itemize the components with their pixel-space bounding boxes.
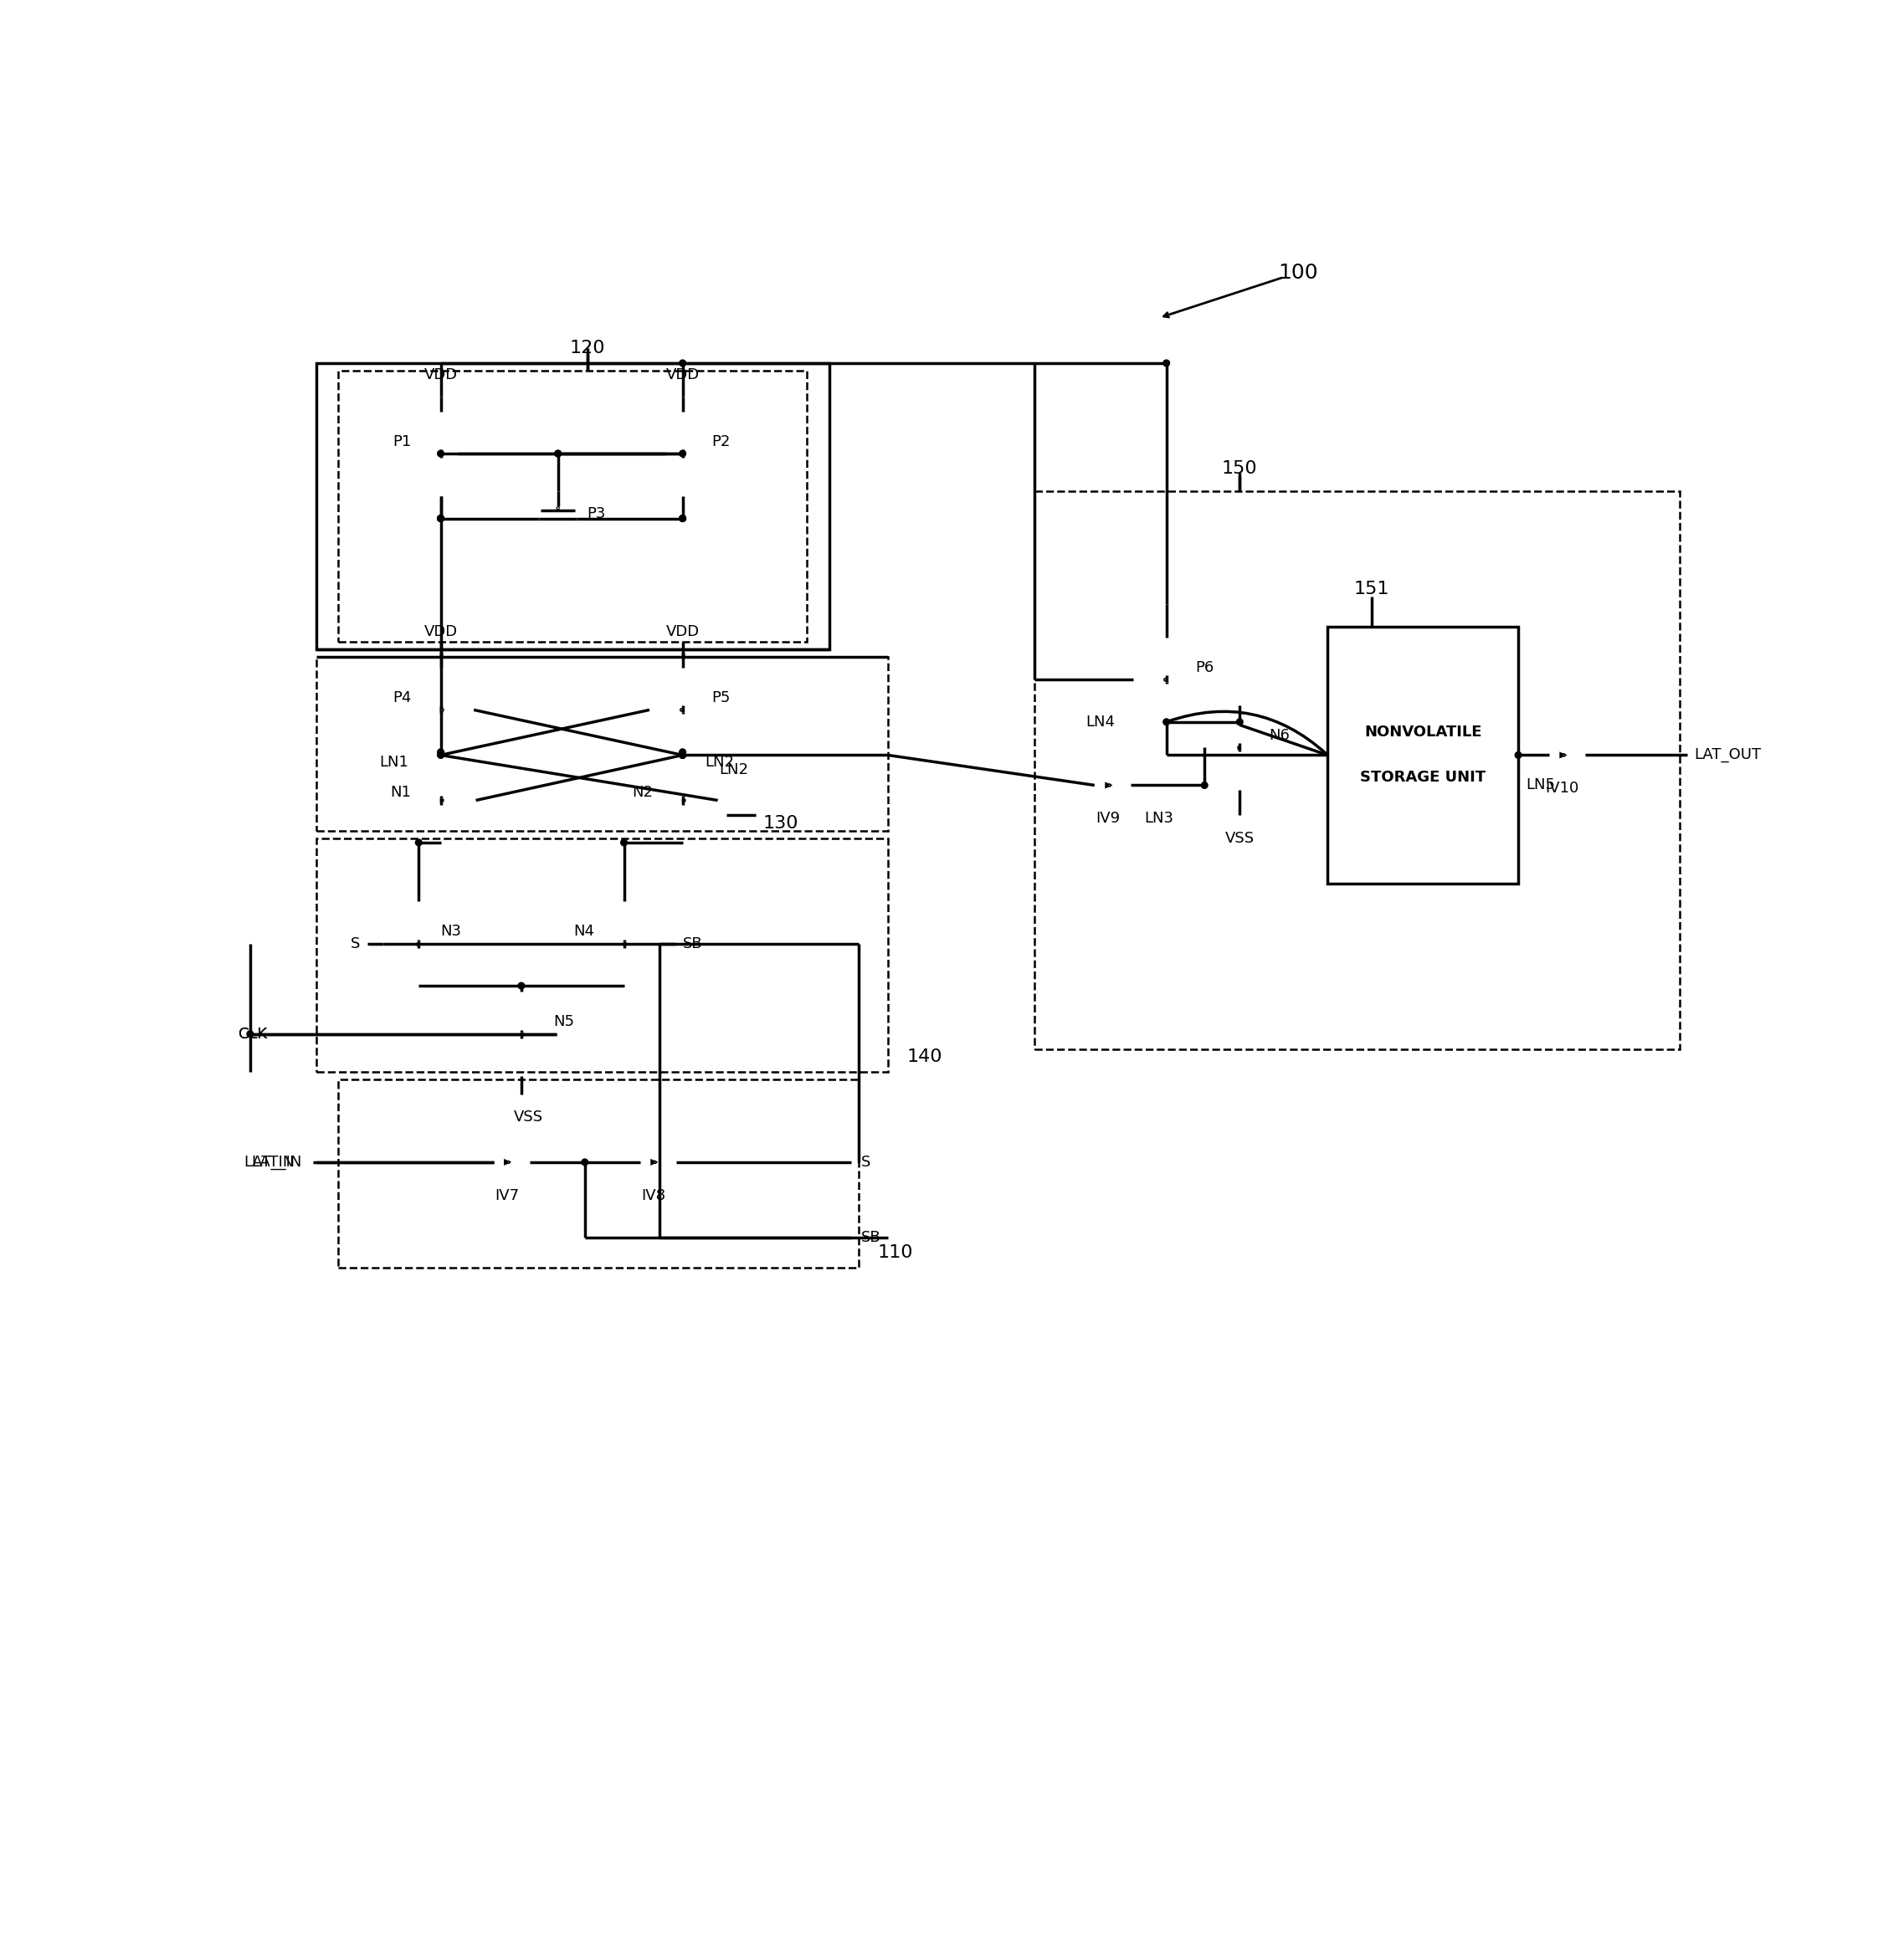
Text: IV8: IV8: [642, 1189, 664, 1202]
Text: LAT_IN: LAT_IN: [251, 1155, 301, 1169]
Text: SB: SB: [682, 936, 703, 952]
Circle shape: [680, 450, 685, 456]
Text: SB: SB: [861, 1230, 882, 1245]
Text: S: S: [350, 936, 360, 952]
Text: NONVOLATILE: NONVOLATILE: [1363, 724, 1481, 740]
Text: LN2: LN2: [704, 756, 733, 769]
Text: LAT_OUT: LAT_OUT: [1695, 748, 1761, 762]
Circle shape: [554, 450, 562, 456]
Bar: [339, 1079, 859, 1267]
Text: CLK: CLK: [238, 1026, 267, 1042]
Circle shape: [1236, 719, 1243, 724]
Text: N3: N3: [440, 924, 461, 940]
Text: 100: 100: [1278, 262, 1318, 282]
Circle shape: [438, 450, 444, 456]
Circle shape: [680, 360, 685, 366]
Text: N5: N5: [554, 1014, 575, 1030]
Circle shape: [554, 450, 562, 456]
Text: N4: N4: [573, 924, 594, 940]
Text: N1: N1: [390, 785, 411, 801]
Text: 120: 120: [569, 339, 605, 356]
Bar: [316, 838, 887, 1071]
Text: N2: N2: [632, 785, 653, 801]
Text: LAT_IN: LAT_IN: [244, 1155, 293, 1169]
Circle shape: [1163, 719, 1169, 724]
Text: LN3: LN3: [1144, 811, 1173, 826]
Text: IV9: IV9: [1095, 811, 1120, 826]
Circle shape: [438, 515, 444, 521]
Circle shape: [680, 748, 685, 756]
Text: S: S: [861, 1155, 870, 1169]
Text: IV7: IV7: [495, 1189, 520, 1202]
Circle shape: [680, 515, 685, 521]
Text: VDD: VDD: [666, 368, 699, 382]
Text: P2: P2: [712, 435, 731, 448]
Circle shape: [1516, 752, 1521, 758]
Circle shape: [1163, 360, 1169, 366]
Circle shape: [518, 983, 524, 989]
Circle shape: [581, 1159, 588, 1165]
Circle shape: [438, 748, 444, 756]
Circle shape: [680, 752, 685, 758]
Circle shape: [248, 1030, 253, 1038]
Text: 130: 130: [764, 815, 800, 832]
Text: LN1: LN1: [379, 756, 409, 769]
Text: LN2: LN2: [720, 764, 748, 777]
Circle shape: [415, 840, 423, 846]
Bar: [339, 370, 807, 642]
Circle shape: [438, 515, 444, 521]
Text: 140: 140: [906, 1048, 942, 1065]
Circle shape: [438, 515, 444, 521]
Circle shape: [621, 840, 626, 846]
Bar: [316, 362, 830, 650]
Bar: [316, 658, 887, 830]
Text: VSS: VSS: [514, 1110, 543, 1124]
Text: 150: 150: [1222, 460, 1257, 478]
Circle shape: [680, 515, 685, 521]
Bar: [1327, 627, 1517, 883]
Text: VDD: VDD: [666, 625, 699, 638]
Text: P6: P6: [1196, 660, 1215, 676]
Text: CLK: CLK: [238, 1026, 267, 1042]
Circle shape: [680, 515, 685, 521]
Text: P5: P5: [712, 691, 731, 705]
Text: N6: N6: [1270, 728, 1289, 742]
Text: STORAGE UNIT: STORAGE UNIT: [1359, 769, 1485, 785]
Circle shape: [1201, 781, 1207, 789]
Circle shape: [680, 752, 685, 758]
Text: P3: P3: [586, 507, 605, 521]
Text: VDD: VDD: [425, 625, 457, 638]
Text: VDD: VDD: [425, 368, 457, 382]
Text: LN5: LN5: [1525, 777, 1556, 793]
Circle shape: [438, 752, 444, 758]
Text: IV10: IV10: [1546, 781, 1578, 795]
Text: P1: P1: [392, 435, 411, 448]
Text: P4: P4: [392, 691, 411, 705]
Text: VSS: VSS: [1224, 830, 1255, 846]
Text: 110: 110: [878, 1243, 912, 1261]
Bar: [1034, 491, 1679, 1049]
Text: 151: 151: [1354, 582, 1390, 597]
Text: LN4: LN4: [1085, 715, 1116, 730]
